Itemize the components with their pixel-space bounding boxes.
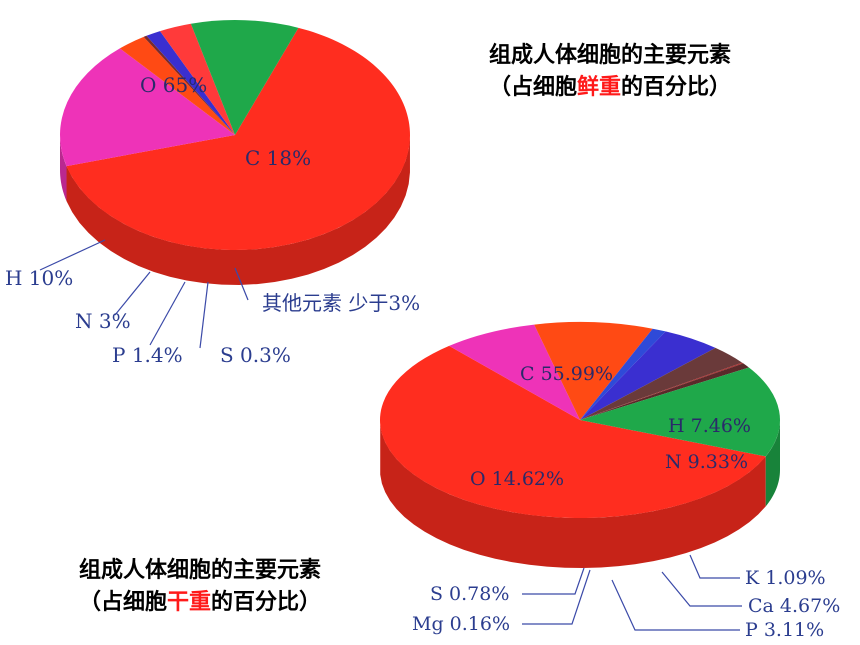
dry-weight-chart-title: 组成人体细胞的主要元素 （占细胞干重的百分比） [20, 555, 380, 619]
fresh-label-s: S 0.3% [220, 343, 291, 367]
dry-leader-p [611, 579, 740, 631]
fresh-leader-other [234, 267, 249, 301]
dry-slice-c [379, 345, 766, 518]
dry-weight-pie-chart: C 55.99% H 7.46% N 9.33% K 1.09% Ca 4.67%P 3… [379, 322, 840, 641]
fresh-slice-other [119, 36, 235, 135]
dry-label-p: P 3.11% [745, 619, 824, 641]
dry-label-o: O 14.62% [470, 468, 564, 490]
dry-label-mg: Mg 0.16% [412, 613, 510, 635]
dry-slice-n [534, 322, 653, 420]
dry-slice-h [449, 324, 580, 420]
dry-slice-ca [580, 331, 716, 420]
fresh-slice-o [66, 27, 411, 251]
fresh-pie-side [60, 134, 410, 285]
dry-weight-title-line1: 组成人体细胞的主要元素 [78, 558, 321, 583]
dry-labels: C 55.99% H 7.46% N 9.33% K 1.09% Ca 4.67%P 3… [412, 363, 840, 641]
fresh-weight-title-line2: （占细胞鲜重的百分比） [488, 75, 732, 100]
dry-slice-o [580, 367, 780, 457]
dry-label-k: K 1.09% [745, 567, 826, 589]
fresh-leader-p [149, 281, 186, 346]
fresh-weight-chart-title: 组成人体细胞的主要元素 （占细胞鲜重的百分比） [430, 40, 790, 104]
dry-label-c: C 55.99% [520, 363, 613, 385]
fresh-leader-h [39, 239, 106, 271]
dry-label-ca: Ca 4.67% [748, 595, 840, 617]
dry-leader-ca [661, 571, 742, 607]
dry-leader-mg [522, 569, 591, 625]
fresh-weight-pie-chart: O 65% C 18% 其他元素 少于3% S 0.3% P 1.4% N 3%H 10% [5, 20, 420, 367]
dry-slice-s [580, 363, 749, 420]
fresh-slice-n [160, 23, 235, 136]
fresh-slice-h [190, 20, 299, 136]
fresh-side-o [66, 137, 410, 285]
fresh-label-n: N 3% [75, 309, 131, 333]
fresh-leader-s [199, 281, 209, 349]
fresh-slice-c [59, 48, 235, 167]
fresh-leader-n [114, 271, 151, 316]
fresh-label-c: C 18% [245, 146, 311, 170]
fresh-weight-title-line1: 组成人体细胞的主要元素 [488, 43, 731, 68]
fresh-weight-highlight: 鲜重 [576, 75, 621, 100]
dry-slice-k [580, 328, 666, 420]
dry-leader-k [689, 554, 740, 579]
dry-weight-highlight: 干重 [166, 590, 211, 615]
dry-label-n: N 9.33% [665, 451, 748, 473]
fresh-label-h: H 10% [5, 266, 73, 290]
fresh-labels: O 65% C 18% 其他元素 少于3% S 0.3% P 1.4% N 3%H 10% [5, 73, 420, 367]
dry-leader-s [522, 567, 585, 595]
dry-side-c [380, 424, 766, 568]
fresh-slice-p [146, 31, 235, 135]
fresh-label-other: 其他元素 少于3% [262, 291, 420, 315]
fresh-side-c [60, 134, 67, 202]
dry-slice-p [580, 347, 743, 420]
fresh-label-o: O 65% [140, 73, 207, 97]
fresh-slice-s [143, 35, 235, 135]
dry-label-s: S 0.78% [430, 583, 509, 605]
dry-slice-mg [580, 362, 744, 420]
dry-label-h: H 7.46% [668, 415, 751, 437]
dry-side-o [765, 420, 780, 507]
fresh-label-p: P 1.4% [112, 343, 183, 367]
dry-pie-side [380, 420, 780, 568]
dry-weight-title-line2: （占细胞干重的百分比） [78, 590, 322, 615]
